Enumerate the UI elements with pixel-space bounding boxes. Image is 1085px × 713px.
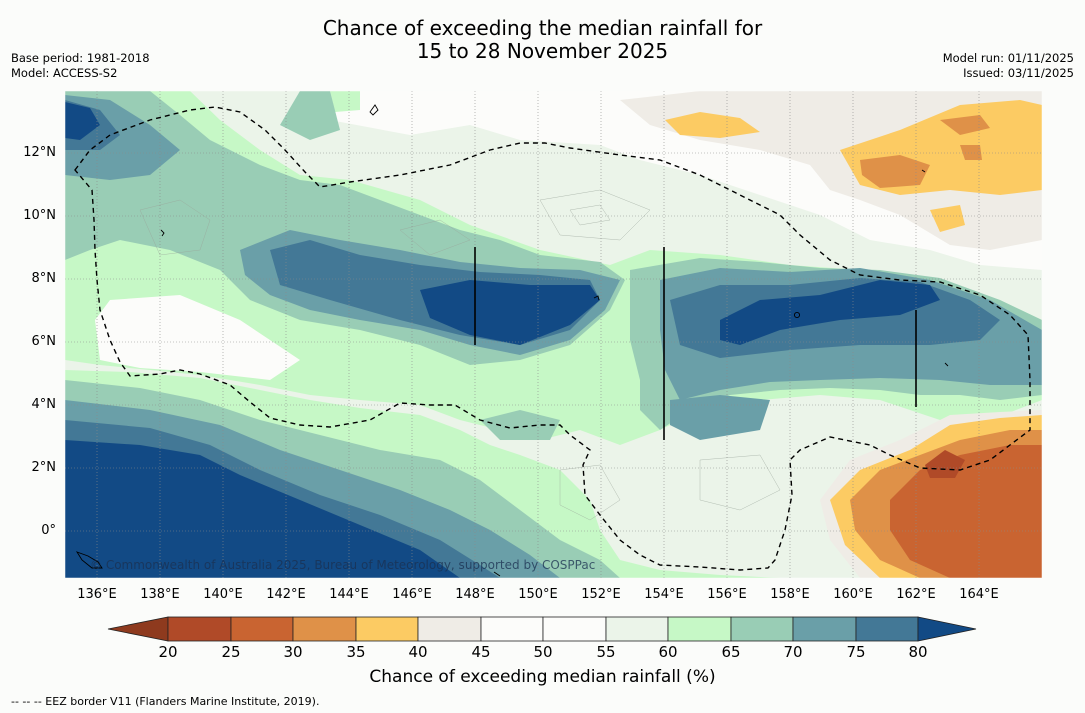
colorbar-low-arrow <box>107 616 169 642</box>
colorbar-tick-75: 75 <box>846 643 866 661</box>
colorbar-bin-45-50 <box>480 616 544 642</box>
colorbar-tick-60: 60 <box>658 643 678 661</box>
x-tick-152: 152°E <box>581 587 621 602</box>
graticule <box>65 91 1042 578</box>
island-outlines <box>75 104 949 577</box>
zone-65-north-patch <box>330 91 360 112</box>
y-tick-8n: 8°N <box>31 271 57 286</box>
zone-25-southeast <box>925 450 965 478</box>
y-tick-2n: 2°N <box>31 460 57 475</box>
colorbar-tick-35: 35 <box>346 643 366 661</box>
zone-35-northeast <box>860 155 930 188</box>
colorbar-tick-25: 25 <box>221 643 241 661</box>
x-tick-142: 142°E <box>266 587 306 602</box>
colorbar-bin-20-25 <box>167 616 232 642</box>
colorbar-high-arrow <box>917 616 977 642</box>
x-tick-136: 136°E <box>77 587 117 602</box>
x-tick-140: 140°E <box>203 587 243 602</box>
colorbar-tick-80: 80 <box>908 643 928 661</box>
zone-80-center-core <box>420 280 600 345</box>
colorbar-bin-40-45 <box>417 616 482 642</box>
colorbar-tick-45: 45 <box>471 643 491 661</box>
colorbar-tick-70: 70 <box>783 643 803 661</box>
colorbar-bin-50-55 <box>542 616 607 642</box>
colorbar-tick-30: 30 <box>283 643 303 661</box>
colorbar-bin-75-80 <box>855 616 919 642</box>
colorbar-bin-55-60 <box>605 616 669 642</box>
x-tick-162: 162°E <box>896 587 936 602</box>
x-tick-144: 144°E <box>329 587 369 602</box>
x-tick-164: 164°E <box>959 587 999 602</box>
y-tick-4n: 4°N <box>31 397 57 412</box>
zone-35-northeast-3 <box>960 145 982 160</box>
zone-70-northwest-patch <box>280 91 340 140</box>
colorbar-bin-25-30 <box>230 616 294 642</box>
colorbar-tick-55: 55 <box>596 643 616 661</box>
x-tick-146: 146°E <box>392 587 432 602</box>
zone-80-northwest-core <box>65 102 100 140</box>
chart-title-line-1: Chance of exceeding the median rainfall … <box>322 16 763 40</box>
colorbar-bin-70-75 <box>792 616 857 642</box>
zone-40-north-small <box>665 112 760 138</box>
meta-right: Model run: 01/11/2025 Issued: 03/11/2025 <box>943 51 1074 81</box>
colorbar-bin-65-70 <box>730 616 794 642</box>
x-tick-158: 158°E <box>770 587 810 602</box>
model-label: Model: ACCESS-S2 <box>11 66 118 80</box>
eez-footnote: -- -- -- EEZ border V11 (Flanders Marine… <box>11 695 320 708</box>
vertical-markers <box>474 247 917 440</box>
y-tick-12n: 12°N <box>23 145 56 160</box>
y-tick-6n: 6°N <box>31 334 57 349</box>
meta-left: Base period: 1981-2018 Model: ACCESS-S2 <box>11 51 150 81</box>
model-run-label: Model run: 01/11/2025 <box>942 51 1074 65</box>
zone-70-south-patch <box>480 410 560 440</box>
zone-35-northeast-2 <box>940 115 990 135</box>
x-tick-156: 156°E <box>707 587 747 602</box>
colorbar-tick-65: 65 <box>721 643 741 661</box>
colorbar-bin-60-65 <box>667 616 732 642</box>
colorbar-tick-40: 40 <box>408 643 428 661</box>
zone-80-east-core <box>720 280 940 345</box>
colorbar-bin-35-40 <box>355 616 419 642</box>
colorbar <box>107 616 977 642</box>
zone-40-east-patch <box>930 205 965 232</box>
base-period-label: Base period: 1981-2018 <box>11 51 150 65</box>
x-tick-160: 160°E <box>833 587 873 602</box>
x-tick-138: 138°E <box>140 587 180 602</box>
faint-contours <box>139 189 781 521</box>
chart-title-line-2: 15 to 28 November 2025 <box>416 39 669 63</box>
zone-75-east-small <box>670 395 770 440</box>
zone-55-west-hole <box>95 295 300 380</box>
colorbar-tick-50: 50 <box>533 643 553 661</box>
x-tick-154: 154°E <box>644 587 684 602</box>
y-tick-10n: 10°N <box>23 208 56 223</box>
eez-border-fsm <box>74 106 1031 571</box>
x-tick-150: 150°E <box>518 587 558 602</box>
x-tick-148: 148°E <box>455 587 495 602</box>
colorbar-bin-30-35 <box>292 616 357 642</box>
colorbar-label: Chance of exceeding median rainfall (%) <box>369 667 716 687</box>
y-tick-0: 0° <box>41 523 56 538</box>
colorbar-tick-20: 20 <box>158 643 178 661</box>
zone-80-south-core <box>65 440 460 578</box>
copyright-notice: © Commonwealth of Australia 2025, Bureau… <box>90 558 596 572</box>
issued-label: Issued: 03/11/2025 <box>963 66 1074 80</box>
zone-30-southeast <box>890 445 1042 578</box>
